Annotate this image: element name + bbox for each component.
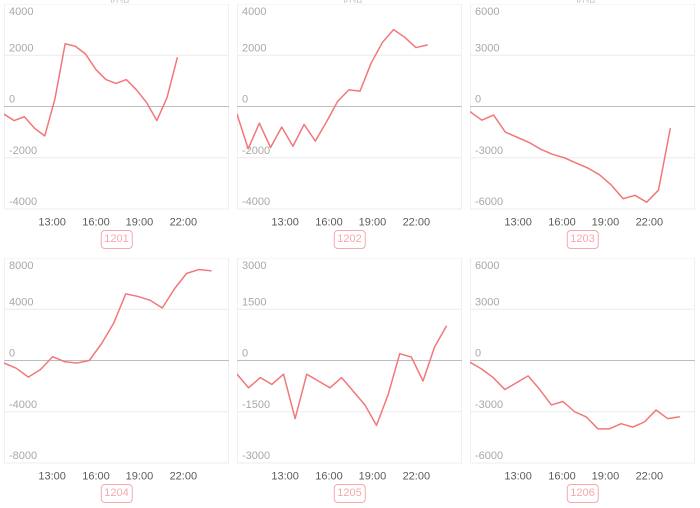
svg-text:6000: 6000	[475, 260, 499, 272]
svg-text:3000: 3000	[475, 42, 499, 54]
svg-text:16:00: 16:00	[548, 471, 576, 483]
svg-text:8000: 8000	[9, 260, 33, 272]
svg-text:-1500: -1500	[242, 399, 270, 411]
svg-text:22:00: 22:00	[170, 471, 198, 483]
svg-text:22:00: 22:00	[403, 471, 431, 483]
svg-text:-2000: -2000	[242, 145, 270, 157]
svg-text:3000: 3000	[475, 296, 499, 308]
svg-text:16:00: 16:00	[315, 217, 343, 229]
svg-text:4000: 4000	[242, 6, 266, 18]
svg-text:0: 0	[9, 348, 15, 360]
svg-text:0: 0	[242, 348, 248, 360]
svg-text:2000: 2000	[9, 42, 33, 54]
svg-text:16:00: 16:00	[315, 471, 343, 483]
svg-text:0: 0	[242, 94, 248, 106]
svg-text:-4000: -4000	[9, 196, 37, 208]
svg-text:13:00: 13:00	[38, 471, 66, 483]
svg-text:1500: 1500	[242, 296, 266, 308]
svg-text:13:00: 13:00	[504, 217, 532, 229]
svg-text:22:00: 22:00	[636, 217, 664, 229]
svg-text:-4000: -4000	[242, 196, 270, 208]
svg-text:0: 0	[475, 348, 481, 360]
svg-text:19:00: 19:00	[592, 471, 620, 483]
svg-text:19:00: 19:00	[126, 471, 154, 483]
svg-text:-3000: -3000	[475, 145, 503, 157]
svg-text:-8000: -8000	[9, 450, 37, 462]
svg-text:19:00: 19:00	[592, 217, 620, 229]
svg-text:13:00: 13:00	[504, 471, 532, 483]
svg-text:19:00: 19:00	[359, 471, 387, 483]
svg-text:16:00: 16:00	[82, 471, 110, 483]
svg-text:-4000: -4000	[9, 399, 37, 411]
svg-text:-3000: -3000	[242, 450, 270, 462]
svg-text:22:00: 22:00	[170, 217, 198, 229]
svg-text:2000: 2000	[242, 42, 266, 54]
svg-text:3000: 3000	[242, 260, 266, 272]
svg-text:13:00: 13:00	[38, 217, 66, 229]
svg-text:-6000: -6000	[475, 450, 503, 462]
svg-text:16:00: 16:00	[548, 217, 576, 229]
svg-text:6000: 6000	[475, 6, 499, 18]
svg-text:13:00: 13:00	[271, 471, 299, 483]
svg-text:19:00: 19:00	[359, 217, 387, 229]
svg-text:-2000: -2000	[9, 145, 37, 157]
svg-text:-3000: -3000	[475, 399, 503, 411]
svg-text:0: 0	[475, 94, 481, 106]
svg-text:19:00: 19:00	[126, 217, 154, 229]
svg-text:13:00: 13:00	[271, 217, 299, 229]
svg-text:4000: 4000	[9, 6, 33, 18]
svg-text:0: 0	[9, 94, 15, 106]
svg-text:22:00: 22:00	[636, 471, 664, 483]
svg-text:4000: 4000	[9, 296, 33, 308]
svg-text:-6000: -6000	[475, 196, 503, 208]
svg-text:16:00: 16:00	[82, 217, 110, 229]
svg-text:22:00: 22:00	[403, 217, 431, 229]
